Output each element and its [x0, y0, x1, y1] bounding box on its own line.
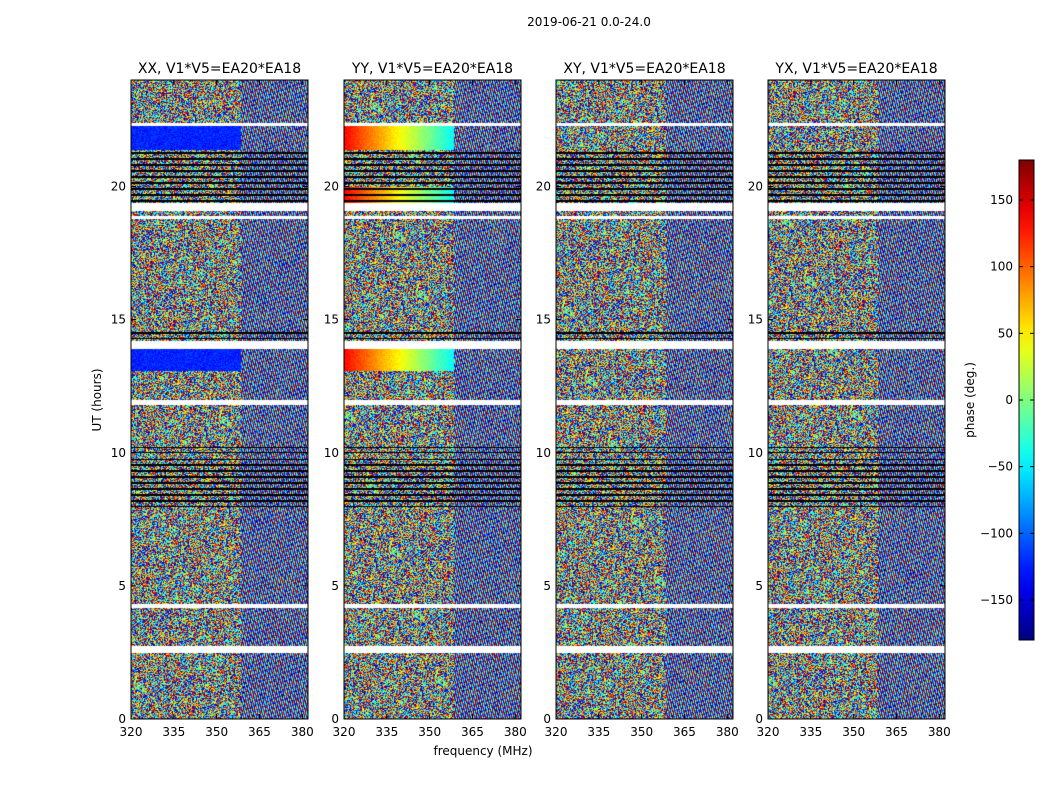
colorbar-tick-label: 0 — [1005, 393, 1013, 407]
y-tick-label: 0 — [118, 712, 126, 726]
x-tick-label: 365 — [461, 725, 484, 739]
x-tick-label: 335 — [162, 725, 185, 739]
x-tick-label: 350 — [842, 725, 865, 739]
y-tick-label: 15 — [324, 313, 339, 327]
y-tick-label: 0 — [543, 712, 551, 726]
heatmap-image — [344, 80, 521, 719]
y-tick-label: 20 — [324, 180, 339, 194]
panel-title: XY, V1*V5=EA20*EA18 — [563, 61, 725, 77]
x-tick-label: 320 — [120, 725, 143, 739]
panel-frame — [767, 79, 946, 720]
x-tick-label: 380 — [291, 725, 314, 739]
x-tick-label: 335 — [375, 725, 398, 739]
colorbar-label: phase (deg.) — [963, 362, 977, 438]
panel-1: XX, V1*V5=EA20*EA18 320 335 350 365 380 0 5 10 15… — [111, 61, 314, 739]
colorbar-tick-label: 50 — [998, 326, 1013, 340]
y-tick-label: 10 — [111, 446, 126, 460]
panel-frame — [130, 79, 309, 720]
y-tick-label: 20 — [748, 180, 763, 194]
x-tick-label: 365 — [673, 725, 696, 739]
x-tick-label: 365 — [885, 725, 908, 739]
x-tick-label: 320 — [757, 725, 780, 739]
panel-3: XY, V1*V5=EA20*EA18 320 335 350 365 380 0 5 10 15… — [536, 61, 739, 739]
y-tick-label: 15 — [111, 313, 126, 327]
y-tick-label: 10 — [536, 446, 551, 460]
panel-title: XX, V1*V5=EA20*EA18 — [138, 61, 301, 77]
panel-frame — [343, 79, 522, 720]
y-tick-label: 15 — [536, 313, 551, 327]
colorbar-tick-label: 150 — [990, 193, 1013, 207]
x-tick-label: 320 — [333, 725, 356, 739]
panel-2: YY, V1*V5=EA20*EA18 320 335 350 365 380 0 5 10 15… — [324, 61, 527, 739]
panel-frame — [555, 79, 734, 720]
x-tick-label: 365 — [248, 725, 271, 739]
colorbar-tick-label: −100 — [980, 526, 1013, 540]
colorbar-tick-label: 100 — [990, 260, 1013, 274]
heatmap-image — [768, 80, 945, 719]
panel-title: YY, V1*V5=EA20*EA18 — [351, 61, 513, 77]
x-tick-label: 335 — [587, 725, 610, 739]
y-tick-label: 10 — [324, 446, 339, 460]
y-tick-label: 20 — [111, 180, 126, 194]
heatmap-image — [556, 80, 733, 719]
y-tick-label: 0 — [755, 712, 763, 726]
y-tick-label: 5 — [543, 579, 551, 593]
x-tick-label: 350 — [205, 725, 228, 739]
heatmap-image — [131, 80, 308, 719]
y-tick-label: 15 — [748, 313, 763, 327]
colorbar-tick-label: −50 — [988, 460, 1013, 474]
x-tick-label: 380 — [504, 725, 527, 739]
y-tick-label: 10 — [748, 446, 763, 460]
colorbar-tick-label: −150 — [980, 593, 1013, 607]
y-tick-label: 0 — [331, 712, 339, 726]
x-tick-label: 335 — [799, 725, 822, 739]
x-axis-label: frequency (MHz) — [433, 744, 532, 758]
y-tick-label: 20 — [536, 180, 551, 194]
colorbar: −150 −100 −50 0 50 100 150 — [980, 159, 1035, 641]
x-tick-label: 320 — [545, 725, 568, 739]
x-tick-label: 380 — [716, 725, 739, 739]
x-tick-label: 350 — [418, 725, 441, 739]
y-tick-label: 5 — [755, 579, 763, 593]
panel-title: YX, V1*V5=EA20*EA18 — [774, 61, 937, 77]
y-tick-label: 5 — [118, 579, 126, 593]
y-axis-label: UT (hours) — [90, 368, 104, 431]
x-tick-label: 380 — [928, 725, 951, 739]
panel-4: YX, V1*V5=EA20*EA18 320 335 350 365 380 0 5 10 15… — [748, 61, 951, 739]
y-tick-label: 5 — [331, 579, 339, 593]
panels: XX, V1*V5=EA20*EA18 320 335 350 365 380 0 5 10 15… — [111, 61, 951, 739]
figure-suptitle: 2019-06-21 0.0-24.0 — [527, 15, 651, 29]
x-tick-label: 350 — [630, 725, 653, 739]
